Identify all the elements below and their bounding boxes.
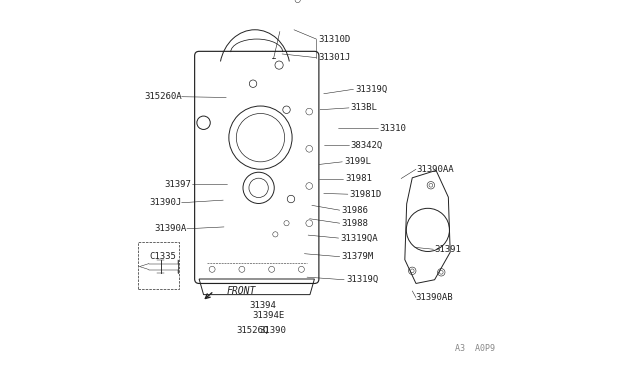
Text: 31310: 31310: [380, 124, 406, 133]
Text: 31390J: 31390J: [149, 198, 182, 207]
Text: 31319Q: 31319Q: [346, 275, 378, 284]
Text: A3  A0P9: A3 A0P9: [455, 344, 495, 353]
Text: C1335: C1335: [149, 252, 176, 261]
Text: 31379M: 31379M: [342, 252, 374, 261]
Bar: [138, 242, 179, 289]
Text: 31390A: 31390A: [155, 224, 187, 233]
Text: 31394: 31394: [249, 301, 276, 310]
Text: 31310D: 31310D: [318, 35, 350, 44]
Text: 31526Q: 31526Q: [236, 326, 268, 335]
Text: 31981D: 31981D: [349, 190, 382, 199]
Text: 31988: 31988: [342, 219, 369, 228]
Text: 31391: 31391: [435, 245, 461, 254]
Text: 31390AA: 31390AA: [417, 165, 454, 174]
Text: 31390: 31390: [259, 326, 286, 335]
Text: 31319Q: 31319Q: [355, 85, 388, 94]
Text: 31981: 31981: [345, 174, 372, 183]
Text: 31301J: 31301J: [318, 53, 350, 62]
Text: 313BL: 313BL: [351, 103, 378, 112]
Text: 31394E: 31394E: [253, 311, 285, 320]
Text: 31986: 31986: [342, 206, 369, 215]
Text: 38342Q: 38342Q: [351, 141, 383, 150]
Text: FRONT: FRONT: [227, 286, 255, 296]
Text: 31390AB: 31390AB: [415, 293, 452, 302]
Text: 3199L: 3199L: [344, 157, 371, 166]
Text: 315260A: 315260A: [144, 92, 182, 101]
Text: 31397: 31397: [164, 180, 191, 189]
Text: 31319QA: 31319QA: [340, 234, 378, 243]
